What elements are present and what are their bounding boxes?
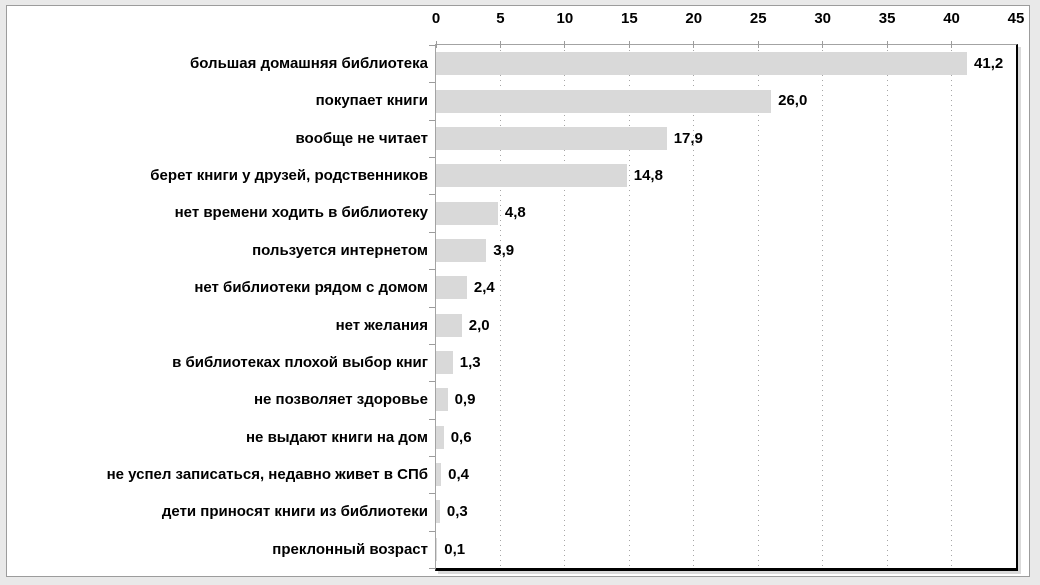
- x-axis-tick: [757, 41, 759, 48]
- gridline: [822, 45, 824, 568]
- category-label: нет желания: [335, 316, 428, 334]
- bar: [436, 164, 627, 188]
- x-axis-tick: [435, 41, 437, 48]
- bar-value-label: 0,4: [448, 465, 469, 483]
- y-axis-tick: [429, 530, 435, 532]
- x-axis-tick: [628, 41, 630, 48]
- y-axis-tick: [429, 306, 435, 308]
- bar-value-label: 1,3: [459, 353, 481, 371]
- category-label: дети приносят книги из библиотеки: [161, 503, 428, 521]
- category-axis-labels: большая домашняя библиотека покупает книг…: [7, 45, 428, 568]
- y-axis-tick: [429, 156, 435, 158]
- bar-value-label: 41,2: [974, 55, 1004, 72]
- x-tick-label: 15: [620, 10, 638, 27]
- gridline: [951, 45, 953, 568]
- bar: [436, 126, 667, 150]
- bar-value-label: 4,8: [504, 204, 526, 222]
- x-axis-tick: [822, 41, 824, 48]
- gridline: [886, 45, 888, 568]
- x-tick-label: 5: [496, 10, 505, 27]
- x-axis-tick-labels: 0 5 10 15 20 25 30 35 40 45: [7, 10, 1029, 28]
- bar: [436, 313, 462, 337]
- bar-value-label: 2,0: [468, 316, 490, 334]
- y-axis-tick: [429, 44, 435, 46]
- category-label: большая домашняя библиотека: [190, 55, 428, 72]
- x-tick-label: 0: [431, 10, 441, 27]
- y-axis-tick: [429, 343, 435, 345]
- category-label: преклонный возраст: [272, 540, 428, 558]
- bar: [436, 238, 487, 262]
- bar: [436, 500, 440, 524]
- bar: [436, 52, 968, 76]
- x-axis-tick: [499, 41, 501, 48]
- chart-panel: 0 5 10 15 20 25 30 35 40 45 большая домашняя библ…: [6, 5, 1030, 577]
- bar-value-label: 2,4: [473, 279, 495, 297]
- bar-value-label: 0,6: [450, 428, 472, 446]
- y-axis-tick: [429, 119, 435, 121]
- category-label: вообще не читает: [295, 129, 428, 147]
- bar: [436, 463, 442, 487]
- x-axis-tick: [951, 41, 953, 48]
- bar-value-label: 0,9: [454, 391, 476, 409]
- bar: [436, 537, 438, 561]
- x-tick-label: 10: [556, 10, 574, 27]
- category-label: берет книги у друзей, родственников: [150, 167, 428, 185]
- category-label: не выдают книги на дом: [246, 428, 428, 446]
- bar-value-label: 3,9: [493, 241, 515, 259]
- category-label: покупает книги: [315, 92, 428, 110]
- x-tick-label: 30: [814, 10, 831, 27]
- gridline: [693, 45, 695, 568]
- y-axis-tick: [429, 231, 435, 233]
- plot-area: 41,2 26,0 17,9 14,8 4,8 3,9 2,4 2,0 1,3 0,9 0,6 0,4…: [429, 41, 1018, 571]
- bar: [436, 351, 453, 375]
- category-label: нет библиотеки рядом с домом: [194, 279, 428, 297]
- bar-value-label: 0,3: [446, 503, 468, 521]
- y-axis-tick: [429, 455, 435, 457]
- bar: [436, 388, 448, 412]
- x-tick-label: 35: [878, 10, 896, 27]
- x-tick-label: 40: [943, 10, 960, 27]
- category-label: нет времени ходить в библиотеку: [174, 204, 428, 222]
- gridline: [757, 45, 759, 568]
- y-axis-tick: [429, 81, 435, 83]
- bar-value-label: 26,0: [778, 92, 808, 110]
- y-axis-tick: [429, 567, 435, 569]
- gridline: [564, 45, 566, 568]
- x-axis-tick: [564, 41, 566, 48]
- x-axis-tick: [886, 41, 888, 48]
- x-axis-tick: [693, 41, 695, 48]
- gridline: [628, 45, 630, 568]
- bar: [436, 425, 444, 449]
- y-axis-tick: [429, 418, 435, 420]
- y-axis-tick: [429, 492, 435, 494]
- x-tick-label: 20: [685, 10, 703, 27]
- bar-value-label: 17,9: [673, 129, 703, 147]
- bar: [436, 276, 467, 300]
- x-tick-label: 25: [749, 10, 767, 27]
- gridline: [499, 45, 501, 568]
- bar: [436, 89, 772, 113]
- x-tick-label: 45: [1007, 10, 1025, 27]
- category-label: не успел записаться, недавно живет в СПб: [106, 465, 428, 483]
- y-axis-tick: [429, 268, 435, 270]
- category-label: не позволяет здоровье: [253, 391, 428, 409]
- bar: [436, 201, 498, 225]
- y-axis-tick: [429, 380, 435, 382]
- bar-value-label: 0,1: [444, 540, 466, 558]
- y-axis-tick: [429, 193, 435, 195]
- category-label: в библиотеках плохой выбор книг: [172, 353, 428, 371]
- bar-value-label: 14,8: [633, 167, 663, 185]
- category-label: пользуется интернетом: [252, 241, 428, 259]
